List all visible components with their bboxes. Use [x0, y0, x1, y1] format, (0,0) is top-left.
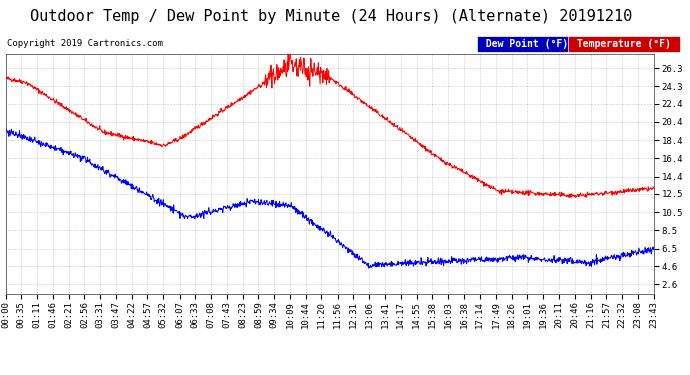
Text: Dew Point (°F): Dew Point (°F): [480, 39, 573, 50]
Text: Temperature (°F): Temperature (°F): [571, 39, 677, 50]
Text: Copyright 2019 Cartronics.com: Copyright 2019 Cartronics.com: [7, 39, 163, 48]
Text: Outdoor Temp / Dew Point by Minute (24 Hours) (Alternate) 20191210: Outdoor Temp / Dew Point by Minute (24 H…: [30, 9, 632, 24]
